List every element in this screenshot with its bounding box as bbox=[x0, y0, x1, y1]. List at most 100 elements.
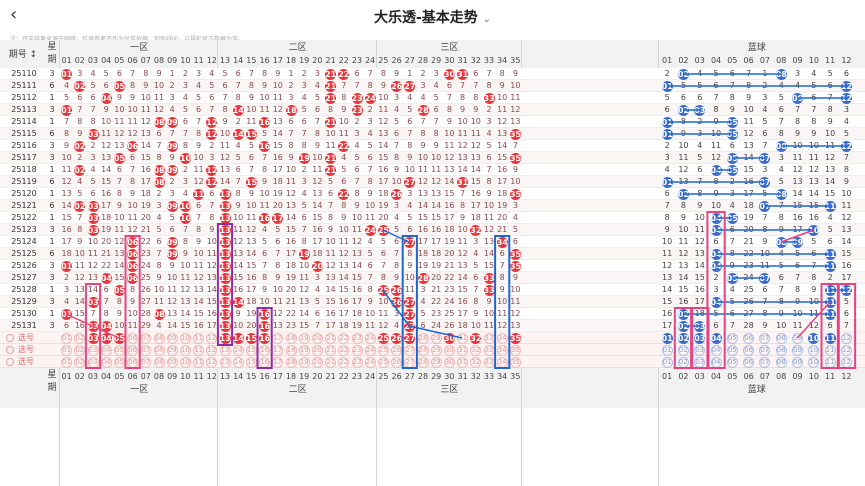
pick-front-ball[interactable]: 22 bbox=[338, 344, 350, 356]
pick-back-ball[interactable]: 12 bbox=[840, 344, 852, 356]
pick-front-ball-selected[interactable]: 26 bbox=[391, 332, 403, 344]
pick-back-ball[interactable]: 06 bbox=[743, 356, 755, 368]
pick-front-ball-selected[interactable]: 04 bbox=[100, 332, 112, 344]
pick-front-ball[interactable]: 04 bbox=[100, 356, 112, 368]
pick-front-ball[interactable]: 18 bbox=[285, 356, 297, 368]
pick-front-ball[interactable]: 17 bbox=[272, 344, 284, 356]
pick-front-ball[interactable]: 29 bbox=[430, 332, 442, 344]
pick-front-ball[interactable]: 24 bbox=[364, 344, 376, 356]
pick-front-ball[interactable]: 28 bbox=[417, 332, 429, 344]
pick-back-ball[interactable]: 05 bbox=[726, 356, 738, 368]
pick-back-ball[interactable]: 12 bbox=[840, 332, 852, 344]
pick-front-ball[interactable]: 32 bbox=[470, 356, 482, 368]
pick-front-ball[interactable]: 14 bbox=[232, 356, 244, 368]
pick-back-ball[interactable]: 05 bbox=[726, 332, 738, 344]
pick-front-ball[interactable]: 03 bbox=[87, 344, 99, 356]
pick-front-ball-selected[interactable]: 35 bbox=[509, 332, 522, 344]
pick-front-ball[interactable]: 22 bbox=[338, 332, 350, 344]
pick-front-ball[interactable]: 22 bbox=[338, 356, 350, 368]
pick-front-ball[interactable]: 19 bbox=[298, 356, 310, 368]
pick-front-ball[interactable]: 08 bbox=[153, 344, 165, 356]
pick-back-ball[interactable]: 05 bbox=[726, 344, 738, 356]
pick-front-ball[interactable]: 23 bbox=[351, 332, 363, 344]
pick-front-ball[interactable]: 15 bbox=[245, 356, 257, 368]
pick-front-ball[interactable]: 28 bbox=[417, 344, 429, 356]
pick-front-ball[interactable]: 06 bbox=[127, 344, 139, 356]
pick-front-ball[interactable]: 18 bbox=[285, 332, 297, 344]
pick-back-ball-selected[interactable]: 11 bbox=[824, 332, 836, 344]
pick-front-ball[interactable]: 09 bbox=[166, 332, 178, 344]
pick-front-ball[interactable]: 28 bbox=[417, 356, 429, 368]
pick-front-ball[interactable]: 15 bbox=[245, 344, 257, 356]
pick-front-ball[interactable]: 12 bbox=[206, 344, 218, 356]
pick-front-ball[interactable]: 33 bbox=[483, 332, 495, 344]
pick-back-ball[interactable]: 07 bbox=[759, 332, 771, 344]
pick-front-ball[interactable]: 11 bbox=[193, 332, 205, 344]
pick-front-ball[interactable]: 06 bbox=[127, 332, 139, 344]
pick-front-ball-selected[interactable]: 15 bbox=[245, 332, 258, 344]
pick-back-ball[interactable]: 08 bbox=[775, 344, 787, 356]
pick-back-ball[interactable]: 02 bbox=[677, 344, 689, 356]
pick-front-ball[interactable]: 02 bbox=[74, 344, 86, 356]
pick-front-ball[interactable]: 01 bbox=[61, 332, 73, 344]
pick-front-ball[interactable]: 02 bbox=[74, 332, 86, 344]
pick-back-ball-selected[interactable]: 02 bbox=[677, 332, 690, 344]
pick-radio[interactable] bbox=[6, 346, 14, 354]
pick-back-ball[interactable]: 04 bbox=[710, 344, 722, 356]
pick-front-ball[interactable]: 10 bbox=[179, 356, 191, 368]
pick-front-ball[interactable]: 33 bbox=[483, 356, 495, 368]
pick-front-ball[interactable]: 34 bbox=[496, 332, 508, 344]
pick-front-ball[interactable]: 29 bbox=[430, 344, 442, 356]
pick-front-ball-selected[interactable]: 03 bbox=[87, 332, 99, 344]
pick-front-ball[interactable]: 08 bbox=[153, 356, 165, 368]
pick-front-ball[interactable]: 01 bbox=[61, 344, 73, 356]
pick-back-ball-selected[interactable]: 10 bbox=[808, 332, 820, 344]
pick-front-ball[interactable]: 34 bbox=[496, 344, 508, 356]
pick-front-ball[interactable]: 20 bbox=[311, 344, 323, 356]
pick-back-ball[interactable]: 10 bbox=[808, 356, 820, 368]
pick-front-ball[interactable]: 09 bbox=[166, 344, 178, 356]
pick-back-ball[interactable]: 09 bbox=[792, 344, 803, 356]
pick-back-ball[interactable]: 01 bbox=[661, 356, 673, 368]
pick-front-ball[interactable]: 25 bbox=[377, 344, 389, 356]
pick-front-ball[interactable]: 19 bbox=[298, 332, 310, 344]
pick-front-ball[interactable]: 12 bbox=[206, 332, 218, 344]
pick-front-ball[interactable]: 30 bbox=[443, 356, 455, 368]
pick-front-ball[interactable]: 31 bbox=[457, 344, 469, 356]
page-title[interactable]: 大乐透-基本走势 ⌄ bbox=[0, 7, 865, 27]
pick-front-ball[interactable]: 24 bbox=[364, 332, 376, 344]
pick-front-ball[interactable]: 11 bbox=[193, 344, 205, 356]
pick-front-ball[interactable]: 23 bbox=[351, 356, 363, 368]
pick-front-ball[interactable]: 35 bbox=[509, 356, 521, 368]
pick-front-ball[interactable]: 26 bbox=[391, 356, 403, 368]
pick-front-ball[interactable]: 02 bbox=[74, 356, 86, 368]
pick-back-ball[interactable]: 11 bbox=[824, 344, 836, 356]
pick-front-ball[interactable]: 14 bbox=[232, 344, 244, 356]
pick-front-ball[interactable]: 35 bbox=[509, 344, 521, 356]
pick-front-ball[interactable]: 27 bbox=[404, 344, 416, 356]
pick-front-ball[interactable]: 05 bbox=[113, 344, 125, 356]
pick-front-ball-selected[interactable]: 25 bbox=[377, 332, 390, 344]
pick-front-ball[interactable]: 25 bbox=[377, 356, 389, 368]
pick-back-ball-selected[interactable]: 03 bbox=[694, 332, 706, 344]
pick-front-ball[interactable]: 16 bbox=[259, 344, 271, 356]
pick-back-ball[interactable]: 07 bbox=[759, 356, 771, 368]
pick-front-ball[interactable]: 33 bbox=[483, 344, 495, 356]
pick-front-ball[interactable]: 21 bbox=[325, 344, 337, 356]
pick-back-ball[interactable]: 10 bbox=[808, 344, 820, 356]
pick-front-ball[interactable]: 17 bbox=[272, 356, 284, 368]
pick-front-ball-selected[interactable]: 32 bbox=[470, 332, 482, 344]
pick-front-ball[interactable]: 23 bbox=[351, 344, 363, 356]
pick-front-ball[interactable]: 31 bbox=[457, 356, 469, 368]
pick-back-ball[interactable]: 08 bbox=[775, 356, 787, 368]
pick-front-ball-selected[interactable]: 30 bbox=[443, 332, 456, 344]
pick-back-ball[interactable]: 06 bbox=[743, 344, 755, 356]
pick-front-ball[interactable]: 31 bbox=[457, 332, 469, 344]
pick-front-ball-selected[interactable]: 14 bbox=[232, 332, 244, 344]
pick-radio[interactable] bbox=[6, 358, 14, 366]
pick-front-ball-selected[interactable]: 27 bbox=[404, 332, 416, 344]
pick-front-ball[interactable]: 11 bbox=[193, 356, 205, 368]
issue-header[interactable]: 期号 ↕ bbox=[8, 50, 38, 60]
back-button[interactable]: ‹ bbox=[10, 4, 18, 25]
pick-front-ball[interactable]: 26 bbox=[391, 344, 403, 356]
